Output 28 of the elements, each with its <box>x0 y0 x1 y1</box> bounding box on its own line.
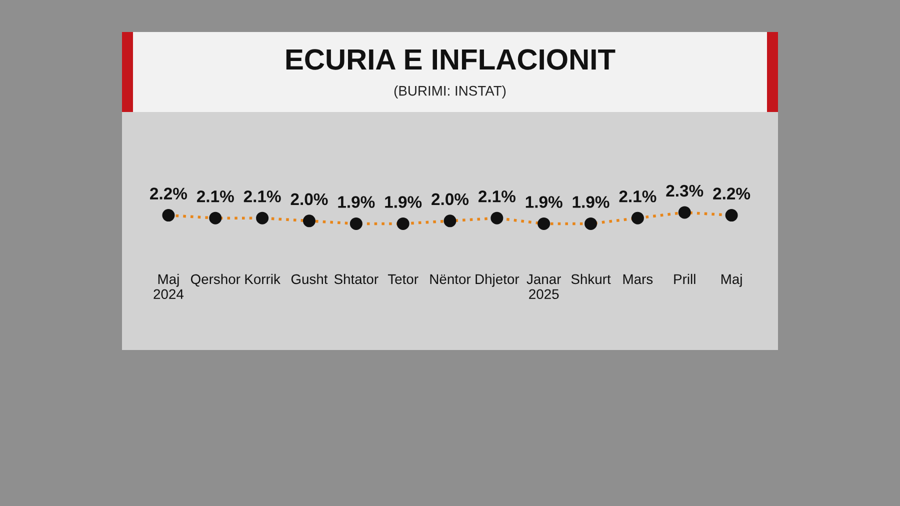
x-tick-label: Nëntor <box>430 274 471 284</box>
x-tick-label: Shkurt <box>571 274 611 284</box>
data-label: 2.2% <box>150 188 188 200</box>
x-tick-label: Korrik <box>245 274 280 284</box>
data-label: 2.0% <box>290 193 328 206</box>
data-label: 1.9% <box>385 196 422 208</box>
data-label: 1.9% <box>526 196 562 208</box>
data-label: 2.1% <box>619 190 656 202</box>
data-label: 2.3% <box>666 184 704 197</box>
x-tick-label: Dhjetor <box>476 274 520 287</box>
data-label: 2.1% <box>244 190 281 202</box>
x-tick-label: Mars <box>623 274 653 284</box>
x-tick-label: Shtator <box>334 274 378 284</box>
x-tick-label: Maj <box>721 274 742 287</box>
data-label: 1.9% <box>338 196 375 208</box>
x-tick-label: Janar 2025 <box>526 274 561 300</box>
data-label: 1.9% <box>572 196 610 208</box>
data-label: 2.1% <box>196 190 234 202</box>
x-tick-label: Qershor <box>190 274 240 287</box>
x-tick-label: Tetor <box>388 274 418 284</box>
x-tick-label: Gusht <box>291 274 328 284</box>
x-tick-label: Maj 2024 <box>154 274 184 300</box>
x-tick-label: Prill <box>674 274 696 284</box>
data-label: 2.1% <box>478 190 516 202</box>
chart-title: ECURIA E INFLACIONIT <box>286 49 616 70</box>
data-label: 2.2% <box>713 188 750 200</box>
chart-subtitle: (BURIMI: INSTAT) <box>394 86 506 98</box>
data-label: 2.0% <box>432 193 469 206</box>
